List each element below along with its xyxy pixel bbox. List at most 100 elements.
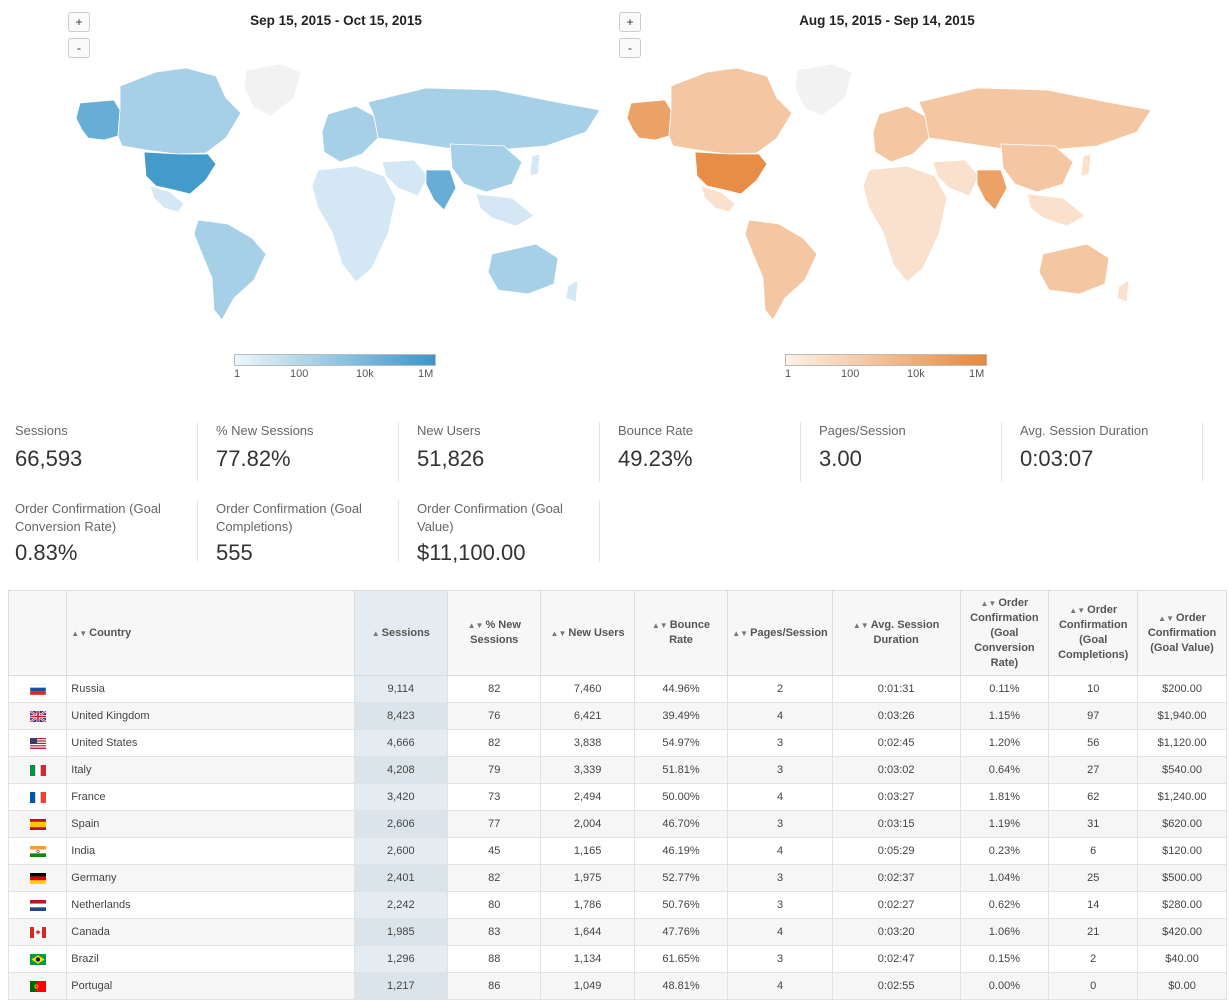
cell-country[interactable]: United States (66, 729, 355, 757)
cell-sessions: 1,296 (353, 945, 449, 973)
cell-new-sessions: 83 (447, 918, 542, 946)
header-avg-session-duration[interactable]: ▲▼ Avg. Session Duration (831, 590, 961, 676)
cell-country[interactable]: Germany (66, 864, 355, 892)
flag-us-icon (29, 737, 46, 749)
region-mexico (700, 185, 736, 213)
cell-goal-value: $620.00 (1137, 810, 1227, 838)
cell-completions: 97 (1048, 702, 1139, 730)
cell-new-users: 1,786 (540, 891, 635, 919)
cell-new-users: 1,644 (540, 918, 635, 946)
cell-country[interactable]: France (66, 783, 355, 811)
cell-new-sessions: 82 (447, 729, 542, 757)
header-country[interactable]: ▲▼ Country (66, 590, 355, 676)
cell-duration: 0:05:29 (831, 837, 961, 865)
metric-label: Bounce Rate (618, 423, 694, 438)
table-row[interactable]: Brazil 1,296 88 1,134 61.65% 3 0:02:47 0.15% 2 $4… (7, 945, 1227, 973)
cell-sessions: 2,606 (353, 810, 449, 838)
flag-france-icon (29, 791, 46, 803)
legend-tick: 1M (969, 368, 985, 380)
cell-duration: 0:02:47 (831, 945, 961, 973)
cell-country[interactable]: Russia (66, 675, 355, 703)
region-china (449, 143, 523, 193)
cell-new-users: 1,049 (540, 972, 635, 1000)
cell-pages: 3 (727, 729, 833, 757)
table-row[interactable]: United States 4,666 82 3,838 54.97% 3 0:02:45 1… (7, 729, 1227, 757)
sort-icon: ▲▼ (980, 598, 997, 608)
cell-bounce: 50.00% (633, 783, 729, 811)
cell-sessions: 4,666 (353, 729, 449, 757)
cell-new-users: 2,494 (540, 783, 635, 811)
header-bounce-rate[interactable]: ▲▼ Bounce Rate (633, 590, 729, 676)
cell-pages: 3 (727, 945, 833, 973)
region-alaska (75, 99, 121, 141)
header-goal-conversion-rate[interactable]: ▲▼ Order Confirmation (Goal Conversion Ra… (959, 590, 1050, 676)
table-row[interactable]: Italy 4,208 79 3,339 51.81% 3 0:03:02 0.64% 27 $5… (7, 756, 1227, 784)
map-title: Sep 15, 2015 - Oct 15, 2015 (250, 13, 422, 28)
cell-country[interactable]: Canada (66, 918, 355, 946)
cell-pages: 4 (727, 837, 833, 865)
flag-portugal-icon (29, 980, 46, 992)
cell-country[interactable]: Italy (66, 756, 355, 784)
table-row[interactable]: United Kingdom 8,423 76 6,421 39.49% 4 0:03:26… (7, 702, 1227, 730)
cell-country[interactable]: Brazil (66, 945, 355, 973)
region-australia (1038, 243, 1110, 295)
cell-country[interactable]: Netherlands (66, 891, 355, 919)
zoom-in-button[interactable]: + (619, 12, 641, 32)
cell-new-users: 3,339 (540, 756, 635, 784)
cell-duration: 0:03:15 (831, 810, 961, 838)
cell-duration: 0:02:45 (831, 729, 961, 757)
zoom-out-button[interactable]: - (619, 38, 641, 58)
region-japan (529, 153, 541, 177)
cell-country[interactable]: India (66, 837, 355, 865)
flag-italy-icon (29, 764, 46, 776)
cell-new-sessions: 88 (447, 945, 542, 973)
cell-new-users: 2,004 (540, 810, 635, 838)
table-row[interactable]: Portugal 1,217 86 1,049 48.81% 4 0:02:55 0.00% 0… (7, 972, 1227, 1000)
metric-label: New Users (417, 423, 481, 438)
region-europe (872, 105, 930, 163)
table-row[interactable]: Spain 2,606 77 2,004 46.70% 3 0:03:15 1.19% 31 $6… (7, 810, 1227, 838)
region-southeast-asia (475, 193, 535, 227)
table-row[interactable]: France 3,420 73 2,494 50.00% 4 0:03:27 1.81% 62 $… (7, 783, 1227, 811)
cell-pages: 4 (727, 972, 833, 1000)
zoom-out-button[interactable]: - (68, 38, 90, 58)
cell-conv-rate: 1.04% (959, 864, 1050, 892)
header-new-users[interactable]: ▲▼ New Users (540, 590, 635, 676)
sort-icon: ▲▼ (1069, 606, 1086, 615)
region-middle-east (932, 159, 980, 197)
metric-pages-session: Pages/Session 3.00 (804, 422, 1002, 482)
header-sessions[interactable]: ▲ Sessions (353, 590, 449, 676)
table-row[interactable]: Russia 9,114 82 7,460 44.96% 2 0:01:31 0.11% 10 $… (7, 675, 1227, 703)
cell-bounce: 46.70% (633, 810, 729, 838)
cell-new-sessions: 82 (447, 675, 542, 703)
header-goal-completions[interactable]: ▲▼ Order Confirmation (Goal Completions) (1048, 590, 1139, 676)
cell-country[interactable]: Spain (66, 810, 355, 838)
cell-duration: 0:03:02 (831, 756, 961, 784)
cell-goal-value: $1,240.00 (1137, 783, 1227, 811)
header-new-sessions[interactable]: ▲▼% New Sessions (447, 590, 542, 676)
metric-value: 3.00 (819, 446, 862, 471)
cell-goal-value: $120.00 (1137, 837, 1227, 865)
sort-icon: ▲▼ (651, 621, 668, 630)
region-russia (918, 87, 1152, 151)
sort-icon: ▲▼ (1158, 613, 1174, 623)
cell-bounce: 44.96% (633, 675, 729, 703)
cell-country[interactable]: United Kingdom (66, 702, 355, 730)
table-row[interactable]: India 2,600 45 1,165 46.19% 4 0:05:29 0.23% 6 $12… (7, 837, 1227, 865)
cell-country[interactable]: Portugal (66, 972, 355, 1000)
header-pages-session[interactable]: ▲▼ Pages/Session (727, 590, 833, 676)
table-row[interactable]: Germany 2,401 82 1,975 52.77% 3 0:02:37 1.04% 25… (7, 864, 1227, 892)
world-map[interactable] (66, 58, 606, 328)
zoom-in-button[interactable]: + (68, 12, 90, 32)
region-middle-east (381, 159, 429, 197)
world-map[interactable] (617, 58, 1157, 328)
cell-conv-rate: 1.06% (959, 918, 1050, 946)
table-row[interactable]: Canada 1,985 83 1,644 47.76% 4 0:03:20 1.06% 21 $… (7, 918, 1227, 946)
metric-label: Order Confirmation (Goal Completions) (216, 501, 362, 534)
legend-tick: 10k (907, 368, 925, 380)
header-goal-value[interactable]: ▲▼ Order Confirmation (Goal Value) (1137, 590, 1227, 676)
map-regions (75, 63, 601, 321)
cell-duration: 0:02:37 (831, 864, 961, 892)
table-row[interactable]: Netherlands 2,242 80 1,786 50.76% 3 0:02:27 0.6… (7, 891, 1227, 919)
legend-tick: 10k (356, 368, 374, 380)
